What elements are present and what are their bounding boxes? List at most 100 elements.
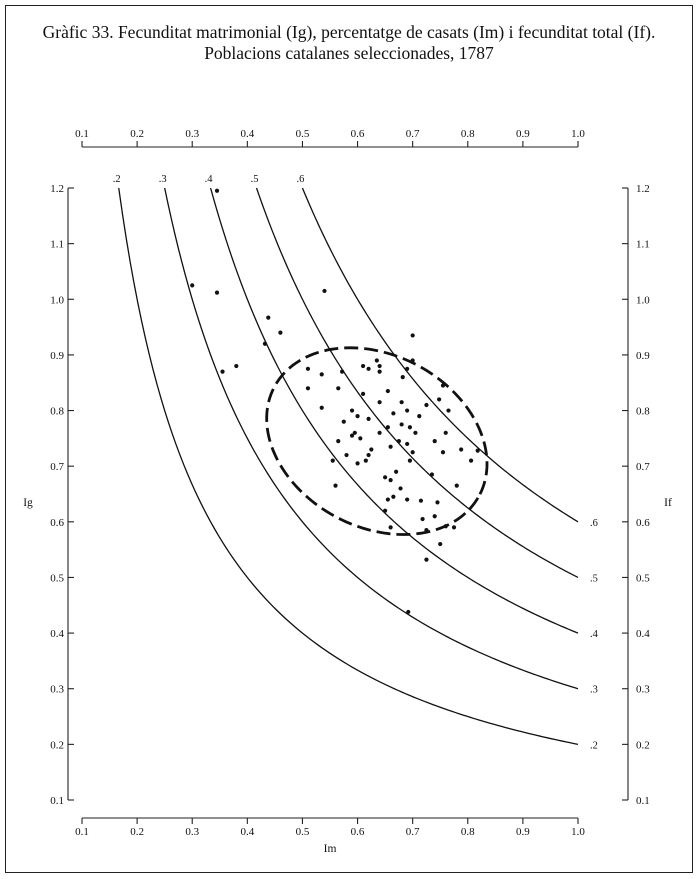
chart-title: Gràfic 33. Fecunditat matrimonial (Ig), … [42, 22, 656, 42]
right-y-tick-label: 0.4 [636, 628, 650, 640]
bottom-x-tick-label: 0.2 [130, 826, 144, 838]
iso-curves-group: .2 .2 .3 .3 .4 .4 .5 .5 .6 .6 [113, 174, 599, 751]
left-y-tick-label: 1.0 [50, 294, 64, 306]
iso-curve [164, 187, 579, 690]
bottom-x-tick-label: 1.0 [571, 826, 585, 838]
data-point [435, 500, 440, 505]
data-point [355, 461, 360, 466]
data-point [319, 372, 324, 377]
data-point [440, 383, 446, 388]
data-point [410, 333, 415, 338]
right-y-tick-label: 0.3 [636, 684, 650, 696]
data-point [385, 425, 390, 430]
bottom-x-tick-label: 0.9 [516, 826, 530, 838]
data-point [377, 400, 382, 405]
data-point [278, 330, 283, 335]
data-point [360, 363, 366, 369]
data-point [400, 375, 405, 380]
bottom-x-tick-label: 0.6 [351, 826, 365, 838]
data-point [388, 444, 393, 449]
top-x-tick-label: 1.0 [571, 128, 585, 140]
data-point [432, 439, 437, 444]
top-x-tick-label: 0.6 [351, 128, 365, 140]
data-point [443, 524, 448, 529]
data-point [446, 408, 451, 413]
data-point [437, 397, 442, 402]
data-point [336, 386, 341, 391]
top-x-tick-label: 0.4 [240, 128, 254, 140]
data-point [358, 436, 363, 441]
y2-axis-label: If [664, 497, 672, 509]
data-point [369, 447, 374, 452]
top-x-tick-label: 0.2 [130, 128, 144, 140]
data-point [366, 366, 371, 371]
left-y-tick-label: 0.7 [50, 461, 64, 473]
data-point [319, 405, 324, 410]
left-y-tick-label: 0.1 [50, 795, 64, 807]
data-point [322, 288, 327, 294]
iso-curve-right-label: .2 [590, 740, 598, 751]
points-group [190, 188, 480, 615]
left-y-tick-label: 1.1 [50, 239, 64, 251]
right-y-tick-label: 1.0 [636, 294, 650, 306]
data-point [396, 439, 401, 444]
data-point [475, 448, 480, 453]
iso-curve [209, 187, 579, 634]
data-point [366, 416, 371, 421]
iso-curve-right-label: .5 [590, 573, 598, 584]
data-point [424, 402, 429, 408]
data-point [220, 369, 225, 374]
x-axis-label: Im [324, 843, 337, 855]
left-y-tick-label: 0.6 [50, 517, 64, 529]
data-point [388, 477, 393, 483]
data-point [349, 408, 355, 413]
data-point [410, 358, 415, 363]
left-y-tick-label: 0.2 [50, 739, 64, 751]
data-point [363, 458, 368, 463]
data-point [352, 430, 357, 435]
right-y-tick-label: 0.5 [636, 572, 650, 584]
bottom-x-tick-label: 0.1 [75, 826, 89, 838]
data-point [405, 408, 410, 413]
iso-curve [255, 187, 579, 579]
data-point [451, 525, 457, 530]
right-y-tick-label: 0.9 [636, 350, 650, 362]
iso-curve-right-label: .3 [590, 685, 598, 696]
iso-curve-top-label: .4 [205, 174, 214, 185]
data-point [355, 414, 360, 419]
data-point [420, 516, 425, 522]
top-x-tick-label: 0.1 [75, 128, 89, 140]
ellipse-group [265, 346, 489, 536]
bottom-x-tick-label: 0.3 [185, 826, 199, 838]
data-point [234, 363, 239, 369]
iso-curve [301, 187, 579, 523]
right-y-tick-label: 0.7 [636, 461, 650, 473]
iso-curve-top-label: .6 [297, 174, 305, 185]
data-point [429, 472, 435, 477]
left-y-tick-label: 0.5 [50, 572, 64, 584]
data-point [383, 508, 388, 513]
iso-curve-top-label: .3 [159, 174, 167, 185]
data-point [459, 447, 464, 452]
bottom-x-tick-label: 0.7 [406, 826, 420, 838]
data-point [305, 386, 311, 391]
data-point [398, 486, 403, 491]
top-x-tick-label: 0.3 [185, 128, 199, 140]
data-point [438, 541, 443, 547]
data-point [468, 458, 474, 463]
right-y-tick-label: 0.8 [636, 406, 650, 418]
top-x-tick-label: 0.7 [406, 128, 420, 140]
data-point [440, 450, 446, 455]
data-point [413, 430, 418, 435]
y-axis-label: Ig [23, 497, 33, 509]
data-point [407, 425, 413, 430]
data-point [190, 283, 195, 288]
data-point [405, 497, 410, 502]
data-point [417, 414, 422, 419]
top-x-tick-label: 0.9 [516, 128, 530, 140]
left-y-tick-label: 0.4 [50, 628, 64, 640]
data-point [385, 388, 390, 394]
data-point [377, 430, 382, 435]
data-point [383, 475, 388, 480]
